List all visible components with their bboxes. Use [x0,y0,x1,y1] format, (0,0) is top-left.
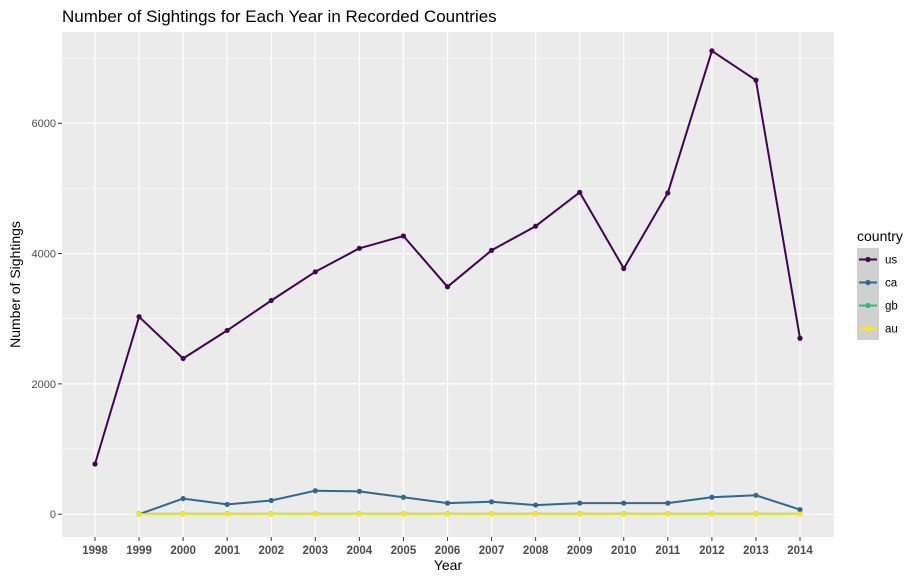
data-point-ca [577,500,583,506]
data-point-us [444,284,451,290]
data-point-us [533,223,539,229]
data-point-au [312,511,318,517]
x-tick-label: 2011 [655,545,681,557]
data-point-us [577,189,583,195]
y-tick-label: 6000 [32,118,56,130]
legend: country us ca gb au [857,228,903,340]
data-point-au [444,511,451,517]
data-point-au [224,511,230,517]
data-point-au [665,511,671,517]
x-tick-label: 2002 [258,545,284,557]
data-point-us [621,265,627,272]
legend-label-us: us [885,255,897,267]
data-point-au [400,511,407,517]
data-point-ca [444,500,451,506]
chart-title: Number of Sightings for Each Year in Rec… [62,7,497,26]
data-point-ca [709,494,715,500]
y-axis-title: Number of Sightings [7,221,23,348]
x-tick-label: 2005 [391,545,417,557]
data-point-us [180,355,186,362]
data-point-us [136,314,142,320]
x-tick-label: 2012 [699,545,725,557]
legend-label-au: au [885,324,898,336]
data-point-au [488,511,495,517]
data-point-ca [224,501,230,508]
legend-label-gb: gb [885,301,898,313]
data-point-ca [797,507,803,513]
grid [62,32,834,537]
data-point-us [268,297,274,304]
data-point-us [488,247,495,253]
legend-key-point-gb [865,302,871,309]
x-tick-label: 1999 [126,545,152,557]
data-point-au [709,511,715,517]
x-tick-label: 2010 [611,545,637,557]
data-point-ca [488,499,495,505]
legend-label-ca: ca [885,278,898,290]
y-tick-label: 4000 [32,249,56,261]
data-point-au [268,511,274,517]
x-tick-label: 2008 [523,545,549,557]
x-tick-label: 2013 [743,545,769,557]
y-tick-label: 0 [50,509,56,521]
legend-key-point-ca [865,279,871,286]
data-point-us [224,327,230,334]
data-point-au [621,511,627,517]
data-point-au [577,511,583,517]
data-point-ca [312,488,318,494]
data-point-us [312,269,318,275]
x-tick-label: 1998 [82,545,108,557]
data-point-au [797,511,803,517]
data-point-au [533,511,539,517]
x-tick-label: 2001 [214,545,240,557]
x-tick-label: 2007 [479,545,505,557]
x-tick-label: 2009 [567,545,593,557]
x-tick-label: 2006 [435,545,461,557]
data-point-us [356,245,362,251]
data-point-ca [356,488,362,494]
data-point-ca [400,494,407,500]
legend-key-point-au [865,325,871,332]
x-tick-label: 2003 [303,545,329,557]
legend-title: country [857,228,903,244]
x-axis: 1998 1999 2000 2001 2002 2003 2004 2005 2006 2007… [82,537,813,557]
x-tick-label: 2014 [787,545,813,557]
data-point-ca [753,492,759,498]
data-point-us [709,48,715,54]
data-point-us [753,77,759,83]
data-point-au [356,511,362,517]
y-axis: 0 2000 4000 6000 [32,118,62,521]
x-tick-label: 2000 [170,545,196,557]
data-point-au [180,511,186,517]
x-axis-title: Year [434,557,463,573]
legend-key-point-us [865,256,871,263]
series-line-ca [138,489,801,516]
data-point-ca [180,495,186,502]
data-point-au [136,511,142,517]
data-point-ca [268,497,274,504]
series-group [92,48,803,517]
x-tick-label: 2004 [347,545,373,557]
data-point-us [665,190,671,196]
data-point-ca [665,500,671,506]
data-point-ca [621,500,627,506]
data-point-us [92,461,98,467]
data-point-au [753,511,759,517]
data-point-ca [533,502,539,508]
data-point-us [797,335,803,341]
y-tick-label: 2000 [32,379,56,391]
data-point-us [400,233,407,239]
